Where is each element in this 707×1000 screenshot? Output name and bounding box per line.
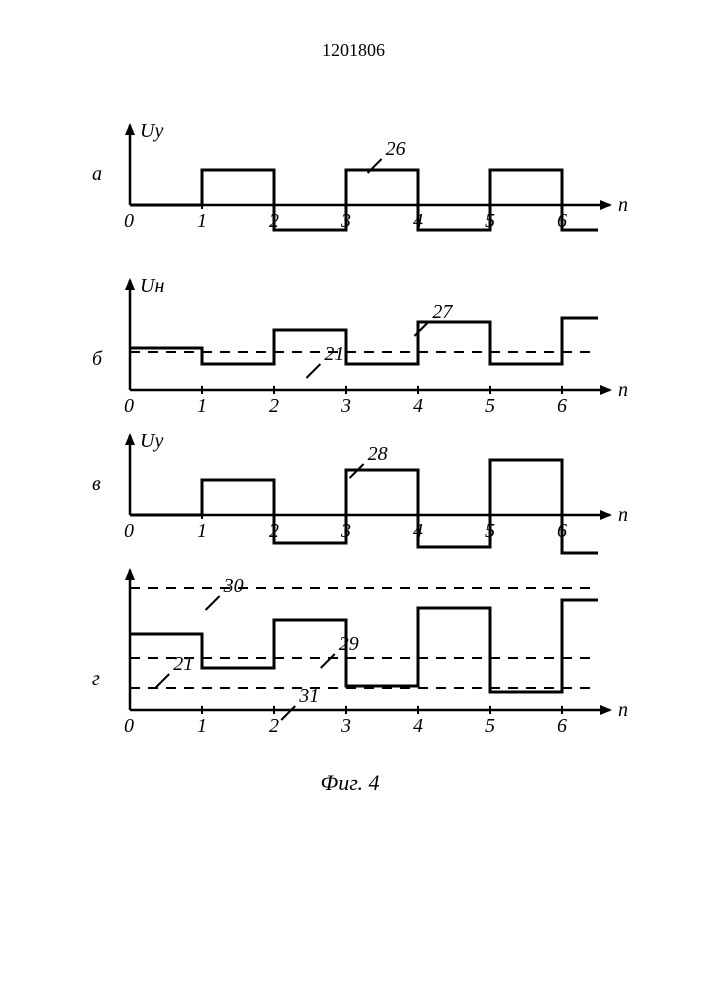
tick-label: 5: [485, 395, 495, 417]
tick-label: 3: [340, 715, 351, 737]
figure-4: Uу а 0 n 1 2 3 4 5 6 26 Uн б 0 n 1 2 3 4 5 6 27 21 Uу в 0 n 1 2 3 4 5 6 2…: [80, 120, 640, 820]
page-number: 1201806: [0, 40, 707, 61]
tick-label: 6: [557, 715, 567, 737]
row-label: г: [92, 668, 100, 690]
tick-label: 0: [124, 210, 134, 232]
callout-label: 28: [368, 443, 388, 465]
callout-label: 29: [339, 633, 359, 655]
row-label: б: [92, 348, 103, 370]
tick-label: 0: [124, 715, 134, 737]
row-label: в: [92, 473, 101, 495]
y-axis-label: Uу: [140, 430, 163, 452]
tick-label: 3: [340, 395, 351, 417]
callout-label: 30: [223, 575, 244, 597]
callout-label: 21: [324, 343, 344, 365]
tick-label: 1: [197, 715, 207, 737]
callout-label: 27: [432, 301, 453, 323]
callout-label: 26: [386, 138, 406, 160]
plot-a: Uуа0n12345626: [92, 120, 628, 232]
x-axis-label: n: [618, 194, 628, 216]
tick-label: 1: [197, 395, 207, 417]
callout-label: 31: [298, 685, 319, 707]
tick-label: 4: [413, 395, 423, 417]
tick-label: 4: [413, 715, 423, 737]
waveform: [130, 600, 598, 692]
y-axis-label: Uу: [140, 120, 163, 142]
callout-label: 21: [173, 653, 193, 675]
x-axis-label: n: [618, 699, 628, 721]
y-axis-label: Uн: [140, 275, 164, 297]
tick-label: 2: [269, 395, 279, 417]
row-label: а: [92, 163, 102, 185]
tick-label: 1: [197, 520, 207, 542]
tick-label: 5: [485, 715, 495, 737]
x-axis-label: n: [618, 504, 628, 526]
tick-label: 0: [124, 395, 134, 417]
x-axis-label: n: [618, 379, 628, 401]
plot-v: Uув0n12345628: [92, 430, 628, 553]
waveform: [130, 318, 598, 364]
figure-caption: Фиг. 4: [321, 770, 380, 795]
tick-label: 2: [269, 715, 279, 737]
tick-label: 1: [197, 210, 207, 232]
tick-label: 6: [557, 395, 567, 417]
plot-b: Uн б 0 n 1 2 3 4 5 6 27 21: [92, 275, 628, 417]
plot-g: г 0 n 1 2 3 4 5 6 30 29 21 31: [92, 568, 628, 737]
tick-label: 0: [124, 520, 134, 542]
